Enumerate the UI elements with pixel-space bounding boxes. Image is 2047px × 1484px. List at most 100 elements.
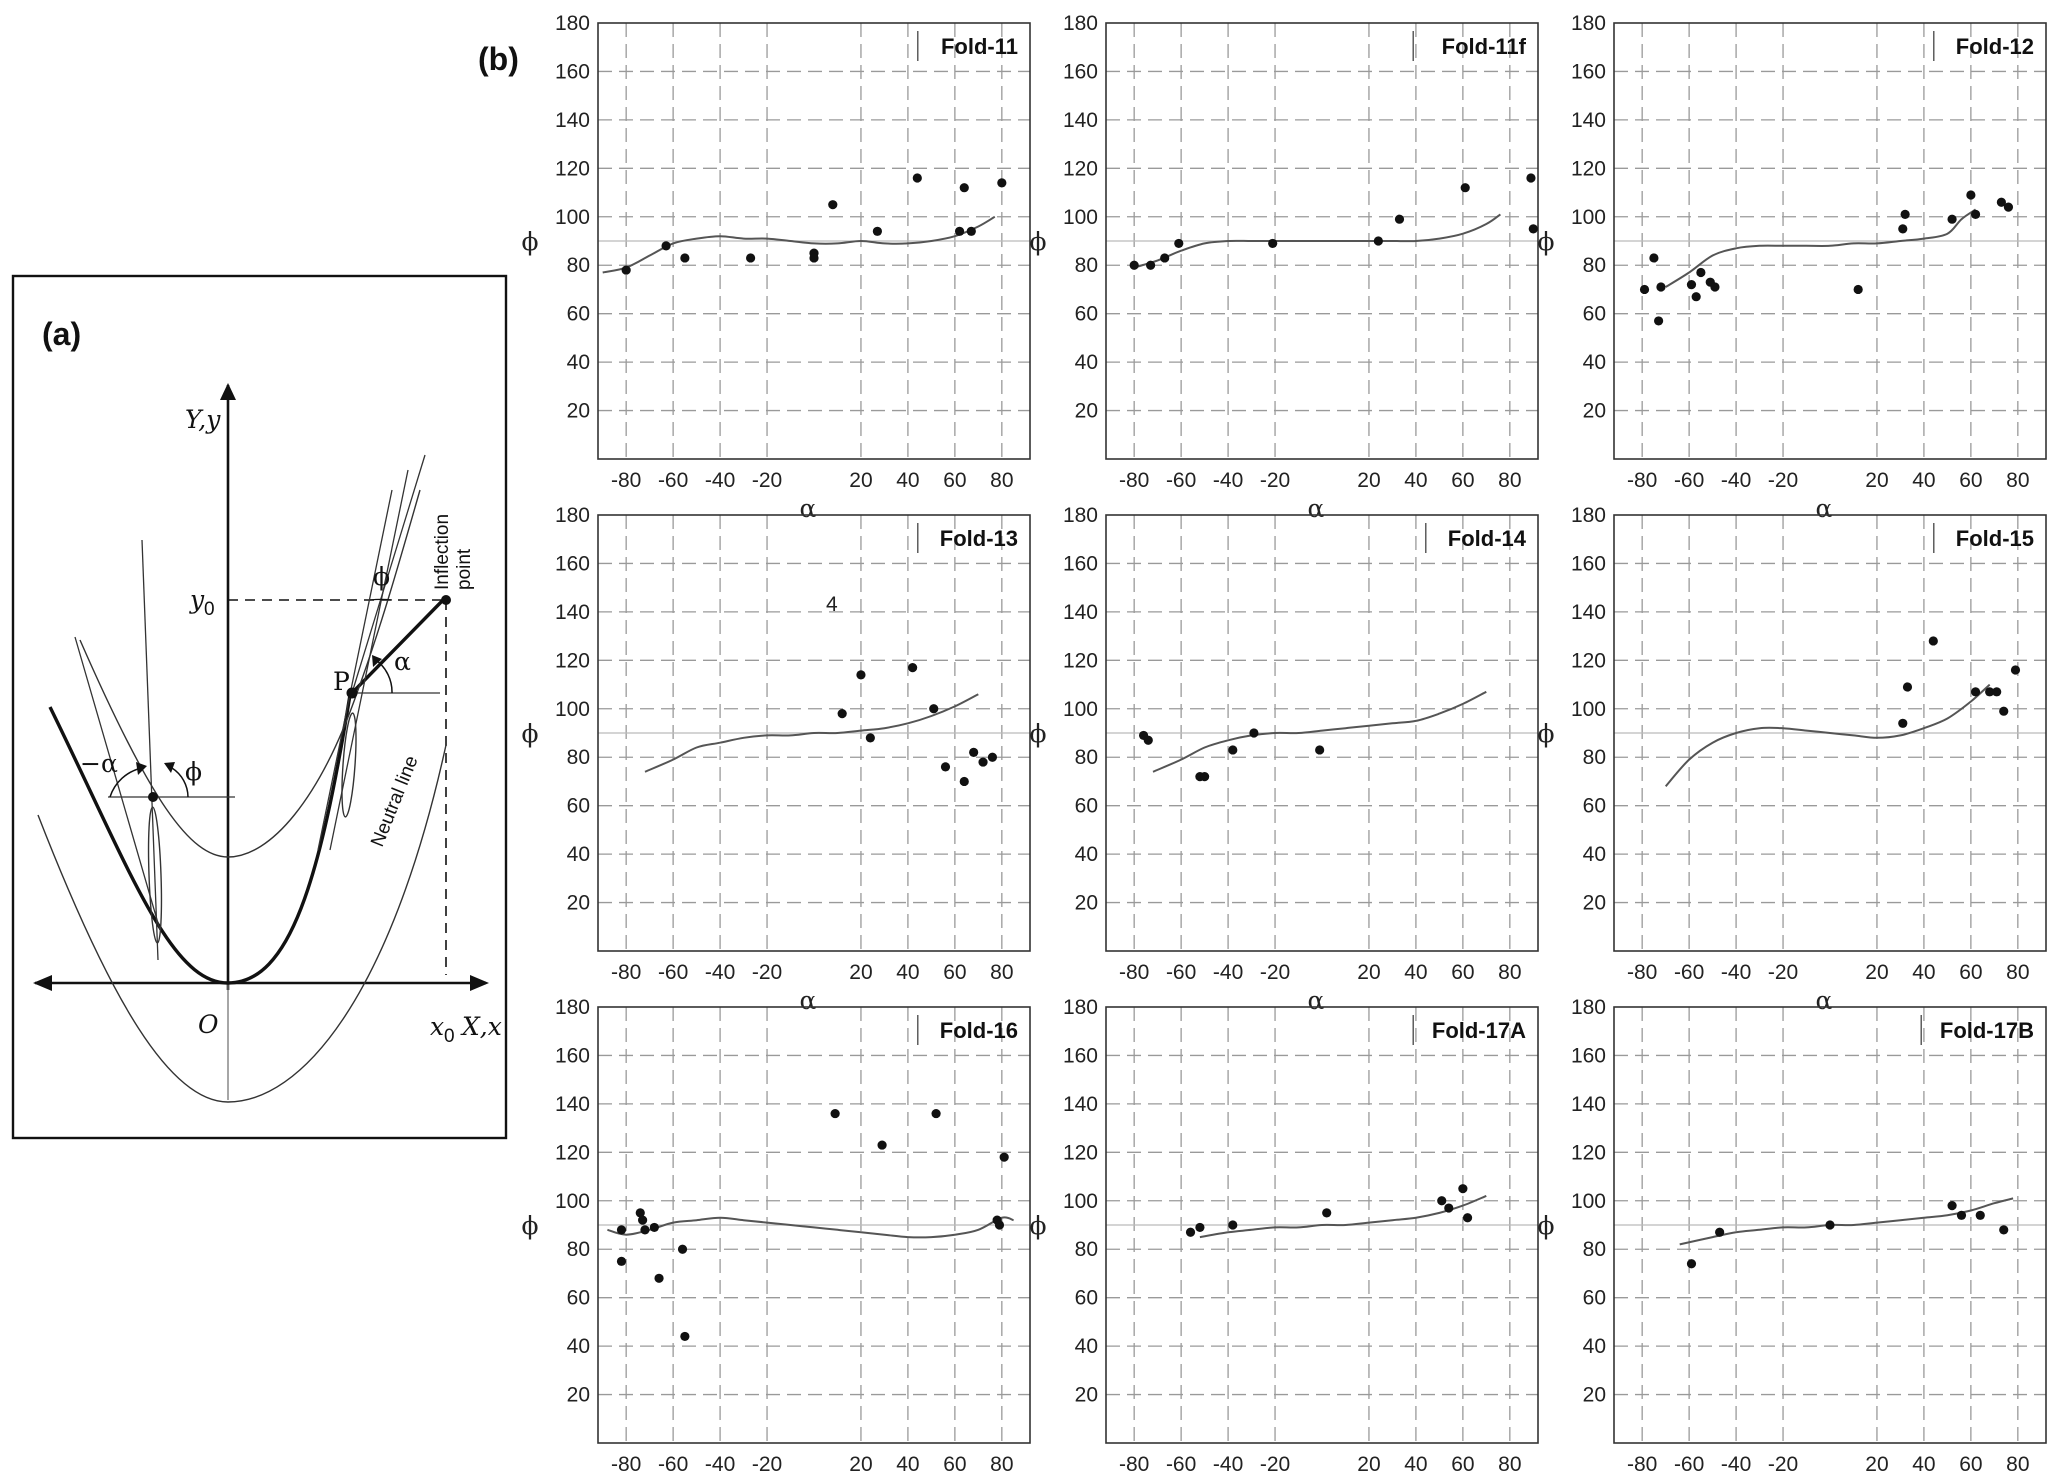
x-tick-label: -60 (1166, 961, 1196, 984)
y-tick-label: 120 (1063, 157, 1098, 180)
right-tangent-line-a (317, 489, 393, 851)
data-point (1160, 253, 1170, 263)
data-point (746, 253, 756, 263)
y-tick-label: 80 (1075, 746, 1098, 769)
left-strain-ellipse (147, 806, 163, 944)
plot-frame (1613, 22, 2047, 460)
data-point (1853, 284, 1863, 295)
y-tick-label: 100 (1063, 1190, 1098, 1213)
x-axis-label: α (800, 1478, 817, 1484)
chart-title: Fold-17B (1940, 1018, 2034, 1043)
x-tick-label: -40 (1213, 961, 1243, 984)
x-tick-label: -40 (1721, 1453, 1751, 1476)
x-tick-label: -40 (705, 961, 735, 984)
y-axis-arrow (220, 383, 236, 400)
data-point (1715, 1227, 1725, 1237)
data-point (1691, 292, 1701, 302)
y-tick-label: 140 (1571, 601, 1606, 624)
y-axis-label: ϕ (521, 1211, 538, 1240)
x-tick-label: 20 (1865, 1453, 1888, 1476)
y-tick-label: 120 (1063, 649, 1098, 672)
x-tick-label: -20 (1768, 1453, 1798, 1476)
fit-curve (1133, 213, 1501, 269)
x-axis-label: α (800, 986, 817, 1015)
data-point (2003, 202, 2014, 212)
y-tick-label: 180 (1063, 12, 1098, 35)
origin-label: O (198, 1010, 219, 1039)
y-tick-label: 100 (555, 206, 590, 229)
data-point (616, 1256, 627, 1266)
chart-title: Fold-14 (1448, 526, 1527, 551)
data-point (1268, 238, 1278, 249)
x-tick-label: 60 (943, 469, 966, 492)
plot-frame (597, 1006, 1031, 1444)
phi-right-label: ϕ (373, 562, 390, 591)
chart-panel-8: -80 -60 -40 -20 20 40 60 80 20 40 60 80 100 120 140 160… (1029, 996, 1539, 1484)
data-point (1966, 190, 1976, 200)
phi-arc-right (369, 598, 393, 601)
y-tick-label: 140 (555, 1093, 590, 1116)
data-point (1947, 1201, 1957, 1211)
y-tick-label: 40 (567, 351, 590, 374)
x-tick-label: 60 (1451, 1453, 1474, 1476)
y-tick-label: 80 (1583, 1238, 1606, 1261)
chart-panel-2: -80 -60 -40 -20 20 40 60 80 20 40 60 80 100 120 140 160… (1029, 12, 1539, 523)
x-tick-label: -80 (1119, 961, 1149, 984)
data-point (966, 226, 976, 236)
y-axis-label: Y,y (185, 405, 221, 434)
data-point (1462, 1213, 1473, 1223)
x-tick-label: -60 (658, 961, 688, 984)
x-tick-label: 40 (1404, 1453, 1427, 1476)
data-point (828, 200, 838, 210)
data-point (640, 1225, 650, 1235)
data-point (1528, 224, 1538, 234)
data-point (1686, 280, 1697, 290)
y-tick-label: 180 (555, 12, 590, 35)
fit-curve (1665, 208, 1977, 288)
x-tick-label: 80 (990, 1453, 1013, 1476)
chart-title: Fold-11 (941, 34, 1018, 59)
y-tick-label: 40 (1583, 351, 1606, 374)
data-point (1444, 1203, 1454, 1213)
y-tick-label: 80 (1583, 746, 1606, 769)
x-tick-label: 60 (1959, 469, 1982, 492)
x-tick-label: -60 (1166, 1453, 1196, 1476)
data-point (1526, 173, 1536, 183)
x-tick-label: -40 (1721, 961, 1751, 984)
x-tick-label: 40 (896, 961, 919, 984)
data-point (680, 1331, 690, 1342)
y-tick-label: 120 (1063, 1141, 1098, 1164)
y-tick-label: 180 (555, 504, 590, 527)
data-point (1947, 214, 1957, 224)
panel-a-diagram: (a) −α ϕ (11, 274, 508, 1140)
y-tick-label: 120 (555, 1141, 590, 1164)
y-axis-label: ϕ (521, 227, 538, 256)
upper-thin-curve (79, 489, 421, 858)
y-tick-label: 120 (555, 157, 590, 180)
y-tick-label: 100 (555, 1190, 590, 1213)
x-tick-label: 60 (1451, 469, 1474, 492)
left-point (148, 792, 158, 802)
x-tick-label: 40 (1404, 961, 1427, 984)
x-tick-label: 60 (1959, 1453, 1982, 1476)
y-axis-label: ϕ (1537, 1211, 1554, 1240)
x-tick-label: -60 (658, 469, 688, 492)
x-tick-label: 40 (896, 1453, 919, 1476)
y-tick-label: 140 (1571, 109, 1606, 132)
y-tick-label: 120 (1571, 157, 1606, 180)
x-tick-label: -80 (1627, 961, 1657, 984)
y-tick-label: 100 (1571, 698, 1606, 721)
x-tick-label: 80 (2006, 1453, 2029, 1476)
data-point (999, 1152, 1009, 1162)
x-tick-label: 80 (990, 469, 1013, 492)
data-point (1975, 1210, 1985, 1220)
right-tangent-line-b (329, 469, 409, 851)
chart-panel-5: -80 -60 -40 -20 20 40 60 80 20 40 60 80 100 120 140 160… (1029, 504, 1539, 1015)
y-tick-label: 140 (555, 109, 590, 132)
y-tick-label: 60 (1075, 795, 1098, 818)
x-tick-label: -60 (1674, 961, 1704, 984)
y-tick-label: 160 (1063, 552, 1098, 575)
neg-alpha-label: −α (80, 749, 118, 778)
x-axis-label: α (1308, 494, 1325, 523)
data-point (931, 1108, 941, 1119)
